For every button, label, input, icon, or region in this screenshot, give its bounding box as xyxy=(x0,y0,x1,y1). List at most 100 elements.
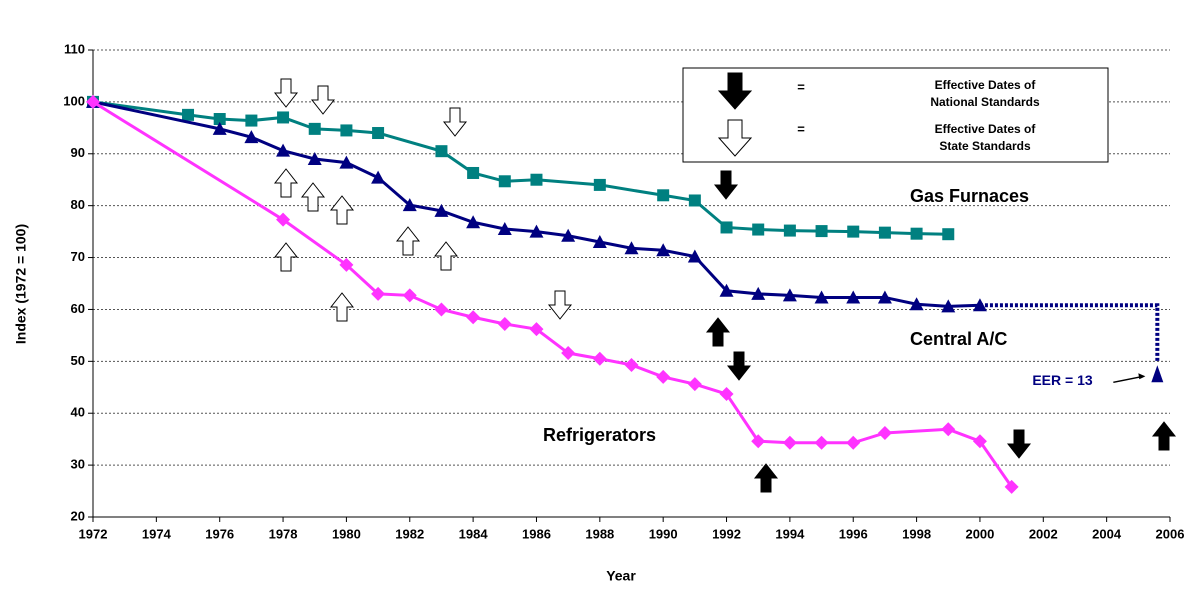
series-label: Central A/C xyxy=(910,329,1007,349)
legend-text: Effective Dates of xyxy=(935,78,1037,92)
marker xyxy=(467,166,480,179)
state-arrow xyxy=(330,195,354,225)
series-line xyxy=(92,100,980,308)
y-tick-label: 90 xyxy=(71,145,85,160)
national-arrow xyxy=(714,170,738,200)
marker xyxy=(624,357,639,372)
state-arrow xyxy=(330,292,354,322)
marker xyxy=(878,226,891,239)
y-tick-label: 50 xyxy=(71,353,85,368)
legend-box xyxy=(682,67,1109,163)
series-label: Gas Furnaces xyxy=(910,186,1029,206)
marker xyxy=(530,173,543,186)
marker xyxy=(402,288,417,303)
marker xyxy=(656,369,671,384)
x-tick-label: 1978 xyxy=(269,526,298,541)
x-tick-label: 1974 xyxy=(142,526,172,541)
marker xyxy=(687,377,702,392)
x-tick-label: 2004 xyxy=(1092,526,1122,541)
y-tick-label: 100 xyxy=(63,93,85,108)
legend-text: State Standards xyxy=(939,139,1031,153)
state-arrow xyxy=(301,182,325,212)
marker xyxy=(719,283,734,297)
marker xyxy=(276,212,291,227)
state-arrow xyxy=(548,290,572,320)
x-tick-label: 2000 xyxy=(965,526,994,541)
marker xyxy=(687,249,702,263)
marker xyxy=(402,198,417,212)
marker xyxy=(910,227,923,240)
marker xyxy=(877,290,892,304)
marker xyxy=(972,434,987,449)
marker xyxy=(86,94,100,109)
marker xyxy=(942,228,955,241)
legend-text: National Standards xyxy=(930,95,1040,109)
marker xyxy=(434,203,449,217)
x-tick-label: 1980 xyxy=(332,526,361,541)
marker xyxy=(688,194,701,207)
marker xyxy=(719,387,734,402)
marker xyxy=(1004,479,1019,494)
marker xyxy=(277,111,290,124)
marker xyxy=(592,234,607,248)
state-arrow xyxy=(443,107,467,137)
marker xyxy=(720,221,733,234)
marker xyxy=(339,155,354,169)
y-axis-label: Index (1972 = 100) xyxy=(13,224,29,344)
x-tick-label: 1990 xyxy=(649,526,678,541)
marker xyxy=(657,189,670,202)
state-arrow xyxy=(274,168,298,198)
marker xyxy=(276,143,291,157)
projection-line xyxy=(979,303,1160,363)
marker xyxy=(466,310,481,325)
marker xyxy=(371,170,386,184)
y-tick-label: 40 xyxy=(71,405,85,420)
x-tick-label: 1992 xyxy=(712,526,741,541)
x-tick-label: 1998 xyxy=(902,526,931,541)
state-arrow xyxy=(274,242,298,272)
marker xyxy=(847,225,860,238)
marker xyxy=(783,224,796,237)
legend-sign: = xyxy=(797,121,805,136)
national-arrow xyxy=(706,317,730,347)
x-tick-label: 1984 xyxy=(459,526,489,541)
marker xyxy=(814,290,829,304)
y-tick-label: 110 xyxy=(64,41,85,56)
y-tick-label: 60 xyxy=(71,301,85,316)
x-axis-label: Year xyxy=(606,568,636,584)
marker xyxy=(372,127,385,140)
marker xyxy=(782,288,797,302)
marker xyxy=(308,122,321,135)
x-tick-label: 1986 xyxy=(522,526,551,541)
state-arrow xyxy=(311,85,335,115)
marker xyxy=(529,322,544,337)
y-tick-label: 70 xyxy=(71,249,85,264)
marker xyxy=(656,243,671,257)
eer-pointer-head xyxy=(1138,373,1146,380)
x-tick-label: 1982 xyxy=(395,526,424,541)
y-tick-label: 30 xyxy=(71,457,85,472)
eer-label: EER = 13 xyxy=(1032,372,1093,388)
marker xyxy=(371,286,386,301)
marker xyxy=(497,222,512,236)
marker xyxy=(529,224,544,238)
marker xyxy=(561,346,576,361)
y-tick-label: 80 xyxy=(71,197,85,212)
national-arrow xyxy=(754,463,778,493)
marker xyxy=(340,124,353,137)
marker xyxy=(751,286,766,300)
national-arrow xyxy=(1007,429,1031,459)
marker xyxy=(846,435,861,450)
eer-pointer xyxy=(1113,375,1144,384)
marker xyxy=(212,121,227,135)
state-arrow xyxy=(274,78,298,108)
x-tick-label: 1988 xyxy=(585,526,614,541)
marker xyxy=(909,297,924,311)
marker xyxy=(782,435,797,450)
x-tick-label: 1976 xyxy=(205,526,234,541)
state-arrow xyxy=(434,241,458,271)
x-tick-label: 1994 xyxy=(775,526,805,541)
marker xyxy=(814,435,829,450)
marker xyxy=(593,178,606,191)
